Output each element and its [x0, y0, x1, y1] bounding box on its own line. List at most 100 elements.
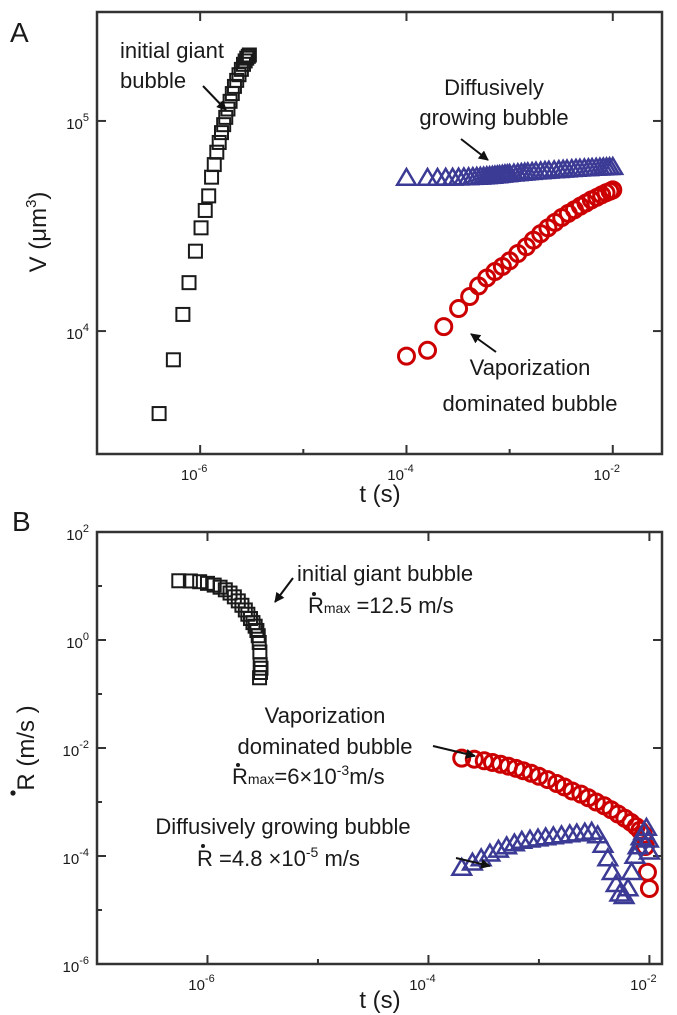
annotation-b-initial-rate: Rmax =12.5 m/s [308, 593, 454, 618]
annotation-diffusive-line2: growing bubble [419, 105, 568, 130]
data-point-circle [434, 317, 454, 337]
data-point-triangle [591, 833, 615, 853]
arrow-diffusive [460, 138, 489, 161]
data-point-circle [603, 180, 623, 200]
panel-b-label: B [12, 506, 31, 537]
data-point-triangle [502, 832, 526, 852]
y-tick-label: 100 [66, 631, 89, 652]
y-tick-label: 105 [66, 112, 89, 133]
annotation-initial-giant-bubble-line2: bubble [120, 68, 186, 93]
data-point-triangle [616, 877, 640, 897]
annotation-b-vaporization-line1: Vaporization [265, 703, 386, 728]
panel-a: A 10-6 10-4 10-2 104 105 t (s) V (μm3) initi… [10, 10, 664, 508]
data-point-square [251, 634, 267, 650]
data-point-circle [396, 346, 416, 366]
data-point-square [247, 618, 263, 634]
data-point-triangle [394, 166, 418, 187]
data-point-square [192, 574, 208, 590]
data-point-circle [529, 766, 549, 786]
data-point-square [182, 573, 198, 589]
data-point-square [213, 125, 229, 141]
data-point-triangle [596, 847, 620, 867]
data-point-triangle [601, 155, 625, 176]
data-point-circle [538, 770, 558, 790]
data-point-square [165, 352, 181, 368]
data-point-square [206, 157, 222, 173]
data-point-triangle [486, 838, 510, 858]
annotation-initial-giant-bubble-line1: initial giant [120, 38, 224, 63]
annotation-b-vaporization-line2: dominated bubble [238, 734, 413, 759]
data-point-square [237, 602, 253, 618]
panel-b-ticks: 10-6 10-4 10-2 10-6 10-4 10-2 100 102 [63, 523, 662, 994]
data-point-square [241, 47, 257, 63]
data-point-square [249, 622, 265, 638]
data-point-square [204, 169, 220, 185]
annotation-vaporization-line1: Vaporization [470, 355, 591, 380]
data-point-square [211, 134, 227, 150]
rate-dot [236, 763, 240, 767]
data-point-square [253, 660, 269, 676]
data-point-square [222, 585, 238, 601]
annotation-b-diffusive-rate: R =4.8 ×10-5 m/s [197, 844, 360, 871]
panel-a-frame [95, 10, 664, 456]
data-point-square [252, 670, 268, 686]
arrow-initial-giant-bubble [202, 85, 227, 111]
ylabel-dot [10, 790, 16, 796]
y-tick-label: 10-2 [63, 739, 89, 760]
x-tick-label: 10-2 [594, 463, 620, 484]
data-point-square [187, 243, 203, 259]
data-point-circle [418, 340, 438, 360]
panel-b-xlabel: t (s) [359, 987, 400, 1014]
data-point-triangle [586, 824, 610, 844]
x-tick-label: 10-6 [181, 463, 207, 484]
rate-dot [312, 592, 316, 596]
data-point-square [239, 50, 255, 66]
data-point-square [201, 188, 217, 204]
panel-a-xlabel: t (s) [359, 481, 400, 508]
panel-a-series [151, 47, 625, 422]
data-point-square [218, 109, 234, 125]
y-tick-label: 10-6 [63, 955, 89, 976]
arrow-b-diffusive [455, 857, 491, 869]
x-tick-label: 10-4 [409, 973, 435, 994]
y-tick-label: 104 [66, 322, 89, 343]
y-tick-label: 10-4 [63, 847, 89, 868]
annotation-b-initial-line1: initial giant bubble [297, 561, 473, 586]
y-tick-label: 102 [66, 523, 89, 544]
x-tick-label: 10-6 [188, 973, 214, 994]
x-tick-label: 10-4 [387, 463, 413, 484]
annotation-b-diffusive-line1: Diffusively growing bubble [155, 814, 410, 839]
panel-a-label: A [10, 17, 29, 48]
panel-b-ylabel: R (m/s ) [13, 705, 40, 790]
arrow-b-initial [274, 577, 294, 603]
data-point-triangle [620, 860, 644, 881]
annotation-vaporization-line2: dominated bubble [443, 391, 618, 416]
data-point-circle [460, 287, 480, 307]
data-point-square [226, 589, 242, 605]
annotation-b-vaporization-rate: Rmax=6×10-3m/s [232, 762, 385, 789]
data-point-triangle [450, 856, 474, 876]
panel-a-ticks: 10-6 10-4 10-2 104 105 [66, 12, 662, 484]
data-point-square [171, 573, 187, 589]
data-point-triangle [495, 835, 519, 855]
arrow-b-vaporization [432, 745, 476, 759]
data-point-square [252, 644, 268, 660]
annotation-diffusive-line1: Diffusively [444, 75, 544, 100]
data-point-circle [449, 299, 469, 319]
data-point-circle [639, 879, 659, 899]
data-point-triangle [600, 860, 624, 881]
data-point-square [181, 275, 197, 291]
data-point-square [240, 48, 256, 64]
data-point-triangle [623, 844, 647, 864]
data-point-square [175, 306, 191, 322]
panel-b-series [171, 573, 661, 905]
data-point-circle [513, 761, 533, 781]
data-point-circle [637, 862, 657, 882]
data-point-square [197, 202, 213, 218]
data-point-triangle [637, 840, 661, 860]
data-point-square [209, 144, 225, 160]
data-point-circle [562, 781, 582, 801]
data-point-triangle [608, 882, 632, 902]
data-point-square [193, 220, 209, 236]
